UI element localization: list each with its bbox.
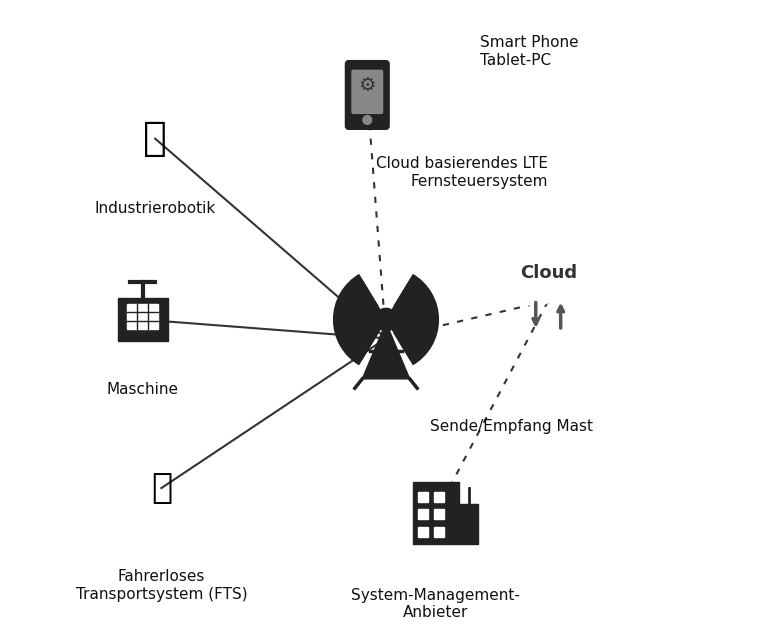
- FancyBboxPatch shape: [495, 273, 601, 292]
- Text: ⚙: ⚙: [358, 76, 376, 95]
- Text: 🚜: 🚜: [151, 471, 172, 505]
- Text: System-Management-
Anbieter: System-Management- Anbieter: [351, 588, 520, 621]
- Bar: [434, 509, 444, 519]
- Circle shape: [512, 258, 560, 306]
- Text: Fahrerloses
Transportsystem (FTS): Fahrerloses Transportsystem (FTS): [76, 569, 247, 602]
- Bar: [434, 527, 444, 537]
- Text: Industrierobotik: Industrierobotik: [94, 201, 215, 216]
- Circle shape: [494, 265, 521, 293]
- Bar: [418, 492, 428, 501]
- Text: Sende/Empfang Mast: Sende/Empfang Mast: [430, 420, 593, 435]
- Bar: [127, 304, 158, 329]
- Bar: [434, 492, 444, 501]
- Text: Cloud: Cloud: [520, 264, 577, 282]
- Text: 🦾: 🦾: [144, 118, 167, 159]
- Bar: [459, 503, 478, 544]
- Text: Smart Phone
Tablet-PC: Smart Phone Tablet-PC: [479, 35, 578, 67]
- Bar: [117, 298, 168, 341]
- Bar: [412, 482, 459, 544]
- Circle shape: [554, 256, 593, 296]
- Circle shape: [374, 308, 398, 331]
- Polygon shape: [362, 323, 410, 379]
- FancyBboxPatch shape: [352, 71, 383, 113]
- Text: Cloud basierendes LTE
Fernsteuersystem: Cloud basierendes LTE Fernsteuersystem: [376, 156, 548, 188]
- FancyBboxPatch shape: [345, 60, 389, 129]
- Text: Maschine: Maschine: [107, 382, 178, 397]
- Circle shape: [363, 115, 371, 124]
- Circle shape: [537, 258, 584, 306]
- Bar: [418, 527, 428, 537]
- Bar: [418, 509, 428, 519]
- Circle shape: [575, 265, 602, 293]
- Circle shape: [503, 256, 543, 296]
- Circle shape: [520, 239, 577, 295]
